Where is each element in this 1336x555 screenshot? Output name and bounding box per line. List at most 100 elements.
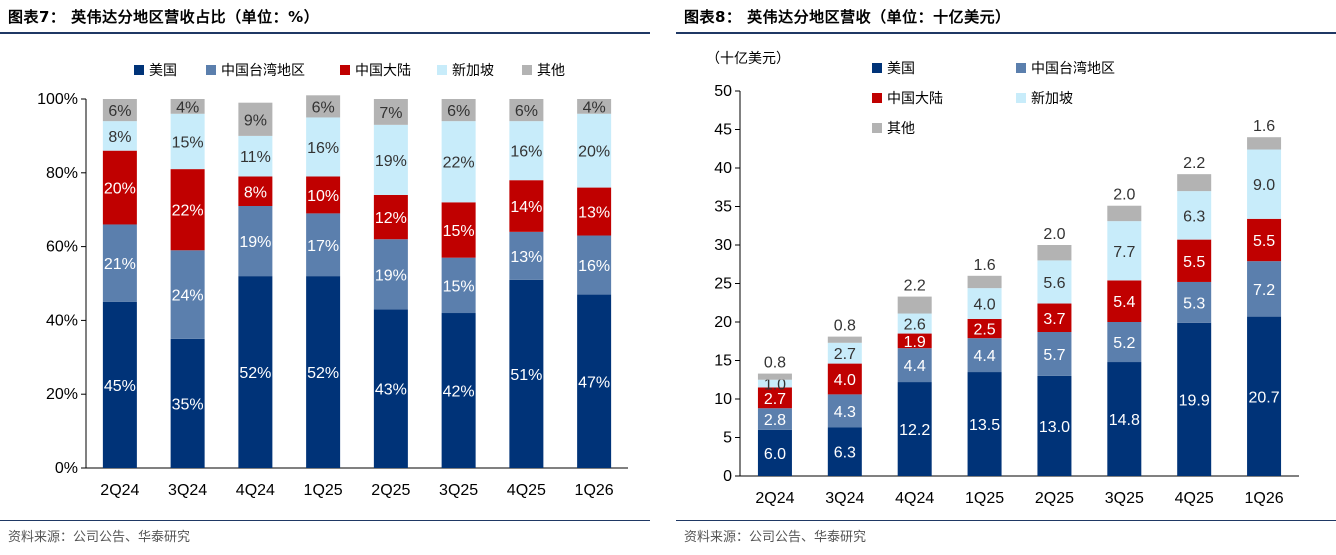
y-tick-label: 10 [714,391,732,408]
bar-segment [1247,149,1282,219]
bar-segment [509,231,544,280]
x-tick-label: 1Q26 [575,482,614,499]
bar-segment [170,113,205,170]
y-tick-label: 30 [714,237,732,254]
bar-segment [170,169,205,251]
bar-segment [827,342,862,364]
data-label: 6% [108,103,131,120]
data-label: 6.3 [1183,208,1205,225]
bar-segment [238,102,273,136]
bar-segment [373,194,408,240]
bar-segment [757,379,792,388]
data-label: 1.0 [764,377,786,394]
bar-segment [306,276,341,468]
bar-segment [967,372,1002,476]
bar-segment [170,99,205,114]
data-label: 4.4 [904,358,926,375]
data-label: 52% [307,365,339,382]
legend-label: 其他 [887,121,915,137]
bar-segment [897,313,932,334]
bar-segment [1037,375,1072,476]
data-label: 1.9 [904,334,926,351]
data-label: 13% [510,249,542,266]
source-divider [0,520,650,521]
bar-segment [1107,322,1142,363]
data-label: 0.8 [834,318,856,335]
source-note: 资料来源：公司公告、华泰研究 [684,530,867,545]
data-label: 12.2 [899,422,930,439]
x-tick-label: 3Q25 [1105,490,1144,507]
bar-segment [1247,137,1282,150]
y-tick-label: 25 [714,276,732,293]
bar-segment [238,135,273,177]
y-tick-label: 100% [37,91,78,108]
bar-segment [373,99,408,125]
bar-segment [757,387,792,409]
data-label: 35% [172,396,204,413]
data-label: 5.4 [1113,294,1135,311]
legend-swatch [872,123,882,133]
data-label: 6% [312,99,335,116]
data-label: 2.2 [904,278,926,295]
x-tick-label: 4Q24 [236,482,275,499]
legend-label: 美国 [149,63,177,79]
bar-segment [1177,281,1212,323]
y-tick-label: 5 [723,430,732,447]
legend-label: 美国 [887,61,915,77]
data-label: 9% [244,112,267,129]
bar-segment [1107,205,1142,222]
y-tick-label: 20% [46,386,78,403]
data-label: 2.8 [764,412,786,429]
y-axis-unit-label: （十亿美元） [706,51,790,67]
y-tick-label: 0% [55,460,78,477]
y-tick-label: 60% [46,239,78,256]
data-label: 16% [307,140,339,157]
data-label: 13.0 [1039,419,1070,436]
data-label: 15% [172,134,204,151]
bar-segment [1037,332,1072,376]
data-label: 2.7 [834,346,856,363]
bar-segment [1247,261,1282,317]
bar-segment [1107,280,1142,322]
data-label: 15% [443,278,475,295]
bar-segment [306,176,341,214]
bar-segment [306,95,341,118]
bar-segment [509,279,544,468]
x-tick-label: 2Q25 [371,482,410,499]
data-label: 47% [578,374,610,391]
bar-segment [897,348,932,383]
bar-segment [509,180,544,232]
data-label: 19% [375,267,407,284]
data-label: 22% [443,155,475,172]
bar-segment [238,206,273,277]
data-label: 4.0 [973,297,995,314]
data-label: 9.0 [1253,177,1275,194]
data-label: 14% [510,199,542,216]
bar-segment [577,187,612,236]
legend-swatch [437,65,447,75]
legend-label: 新加坡 [452,63,494,79]
data-label: 11% [240,149,271,166]
bar-segment [102,224,137,302]
data-label: 16% [578,258,610,275]
legend-label: 中国台湾地区 [221,62,305,79]
bar-segment [897,296,932,314]
data-label: 8% [244,184,267,201]
chart-panel-region-share: 图表7： 英伟达分地区营收占比（单位：%） 0% 20% 40% 60% 80% 100%… [0,0,650,555]
y-tick-label: 40 [714,160,732,177]
bar-segment [1177,174,1212,192]
data-label: 10% [307,188,339,205]
data-label: 2.2 [1183,155,1205,172]
bar-segment [441,99,476,122]
data-label: 13% [578,205,610,222]
x-tick-label: 1Q26 [1244,490,1283,507]
bar-segment [897,333,932,349]
data-label: 14.8 [1109,412,1140,429]
stacked-bar-chart-percent: 0% 20% 40% 60% 80% 100% 45% 21% 20% 8% 6% 2Q24 35% 24… [37,62,628,499]
bar-segment [967,275,1002,289]
bar-segment [170,250,205,339]
data-label: 1.6 [973,257,995,274]
bar-segment [509,99,544,122]
data-label: 4% [583,99,606,116]
legend-label: 中国大陆 [355,63,411,79]
